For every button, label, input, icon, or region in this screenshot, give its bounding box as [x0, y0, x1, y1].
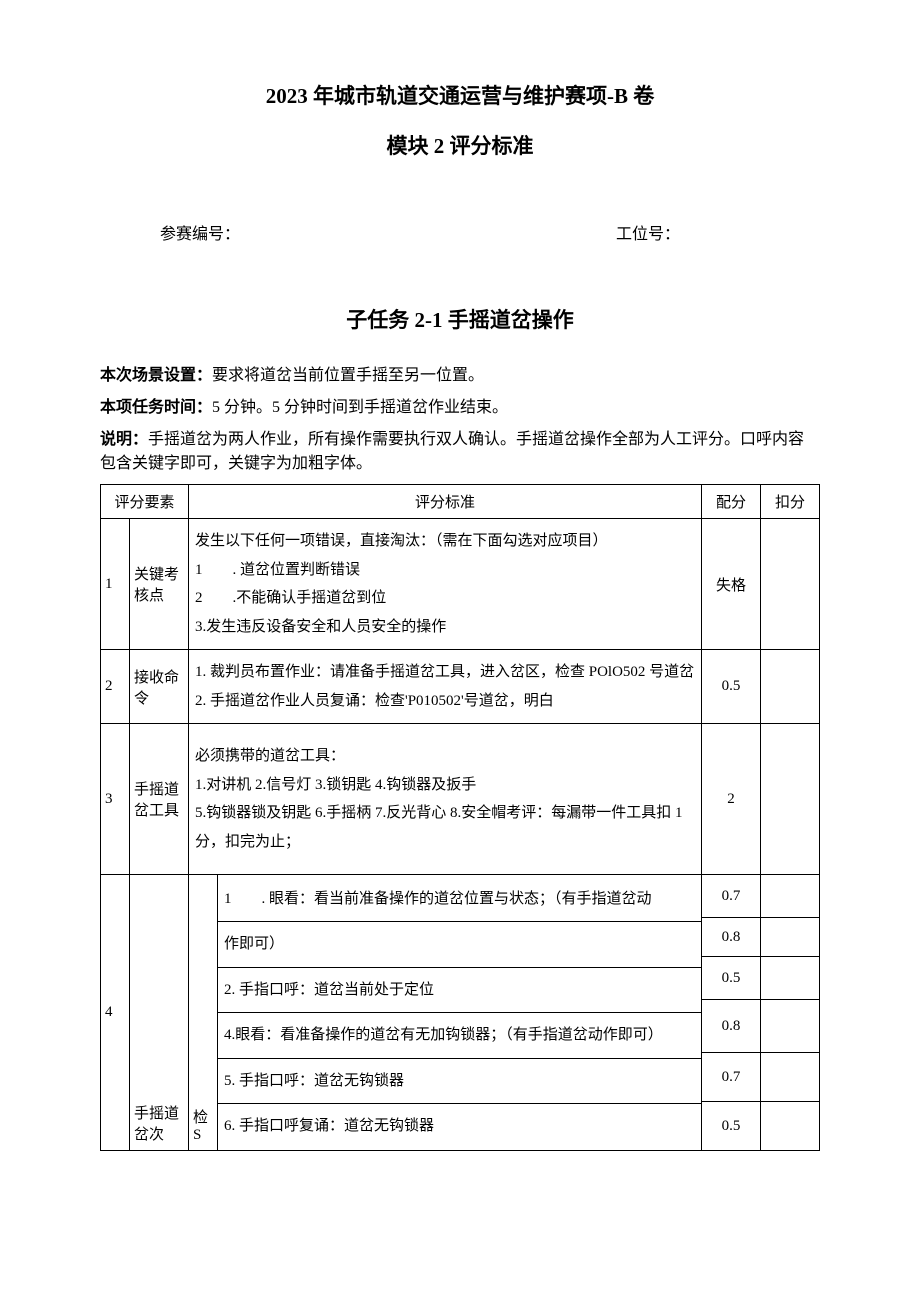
nested-deducts	[761, 875, 819, 1150]
nested-row: 0.8	[702, 918, 760, 957]
nested-row	[761, 1102, 819, 1151]
nested-row: 1 . 眼看：看当前准备操作的道岔位置与状态；（有手指道岔动	[218, 877, 701, 922]
nested-row: 6. 手指口呼复诵：道岔无钩锁器	[218, 1104, 701, 1149]
item-text: 5. 手指口呼：道岔无钩锁器	[218, 1058, 701, 1104]
table-header: 评分要素 评分标准 配分 扣分	[101, 485, 820, 519]
entry-number-label: 参赛编号：	[160, 220, 616, 244]
item-score: 0.7	[702, 875, 760, 918]
item-text: 2. 手指口呼：道岔当前处于定位	[218, 967, 701, 1013]
row-deduct	[761, 650, 820, 724]
row-score: 失格	[702, 519, 761, 650]
scoring-table: 评分要素 评分标准 配分 扣分 1 关键考核点 发生以下任何一项错误，直接淘汰：…	[100, 484, 820, 1151]
nested-scores: 0.7 0.8 0.5 0.8 0.7 0.5	[702, 875, 760, 1150]
item-text: 4.眼看：看准备操作的道岔有无加钩锁器；（有手指道岔动作即可）	[218, 1013, 701, 1059]
nested-items: 1 . 眼看：看当前准备操作的道岔位置与状态；（有手指道岔动 作即可） 2. 手…	[218, 877, 701, 1149]
row-num: 4	[101, 875, 130, 1151]
doc-title-1: 2023 年城市轨道交通运营与维护赛项-B 卷	[100, 80, 820, 110]
item-score: 0.8	[702, 1000, 760, 1053]
row-elem: 手摇道岔次	[130, 875, 189, 1151]
item-deduct	[761, 875, 819, 918]
row-score: 0.5	[702, 650, 761, 724]
nested-row	[761, 875, 819, 918]
intro-time: 本项任务时间：5 分钟。5 分钟时间到手摇道岔作业结束。	[100, 396, 820, 420]
nested-row: 0.5	[702, 1102, 760, 1151]
row-num: 1	[101, 519, 130, 650]
row-criteria: 1. 裁判员布置作业：请准备手摇道岔工具，进入岔区，检查 POlO502 号道岔…	[189, 650, 702, 724]
item-deduct	[761, 1000, 819, 1053]
row-sub: 检S	[189, 875, 218, 1151]
row-score: 2	[702, 724, 761, 875]
item-score: 0.5	[702, 957, 760, 1000]
table-row: 1 关键考核点 发生以下任何一项错误，直接淘汰：（需在下面勾选对应项目） 1 .…	[101, 519, 820, 650]
doc-title-2: 模块 2 评分标准	[100, 130, 820, 160]
scene-text: 要求将道岔当前位置手摇至另一位置。	[212, 367, 484, 384]
time-label: 本项任务时间：	[100, 399, 212, 416]
intro-scene: 本次场景设置：要求将道岔当前位置手摇至另一位置。	[100, 364, 820, 388]
item-deduct	[761, 918, 819, 957]
item-deduct	[761, 1102, 819, 1151]
intro-note: 说明：手摇道岔为两人作业，所有操作需要执行双人确认。手摇道岔操作全部为人工评分。…	[100, 428, 820, 476]
item-text: 6. 手指口呼复诵：道岔无钩锁器	[218, 1104, 701, 1149]
station-number-label: 工位号：	[616, 220, 680, 244]
nested-row: 5. 手指口呼：道岔无钩锁器	[218, 1058, 701, 1104]
row-num: 3	[101, 724, 130, 875]
note-label: 说明：	[100, 431, 148, 448]
nested-row: 作即可）	[218, 922, 701, 968]
scene-label: 本次场景设置：	[100, 367, 212, 384]
table-row: 3 手摇道岔工具 必须携带的道岔工具： 1.对讲机 2.信号灯 3.锁钥匙 4.…	[101, 724, 820, 875]
item-score: 0.8	[702, 918, 760, 957]
nested-row	[761, 918, 819, 957]
nested-row: 0.7	[702, 875, 760, 918]
nested-row: 0.5	[702, 957, 760, 1000]
row-deduct	[761, 519, 820, 650]
item-text: 作即可）	[218, 922, 701, 968]
row-elem: 手摇道岔工具	[130, 724, 189, 875]
nested-row	[761, 957, 819, 1000]
item-text: 1 . 眼看：看当前准备操作的道岔位置与状态；（有手指道岔动	[218, 877, 701, 922]
row-elem: 关键考核点	[130, 519, 189, 650]
nested-row	[761, 1053, 819, 1102]
header-element: 评分要素	[101, 485, 189, 519]
header-deduct: 扣分	[761, 485, 820, 519]
subtask-title: 子任务 2-1 手摇道岔操作	[100, 304, 820, 334]
item-deduct	[761, 957, 819, 1000]
item-deduct	[761, 1053, 819, 1102]
table-row: 4 手摇道岔次 检S 1 . 眼看：看当前准备操作的道岔位置与状态；（有手指道岔…	[101, 875, 820, 1151]
nested-row: 0.8	[702, 1000, 760, 1053]
row-criteria: 必须携带的道岔工具： 1.对讲机 2.信号灯 3.锁钥匙 4.钩锁器及扳手 5.…	[189, 724, 702, 875]
item-score: 0.7	[702, 1053, 760, 1102]
row-num: 2	[101, 650, 130, 724]
nested-row: 4.眼看：看准备操作的道岔有无加钩锁器；（有手指道岔动作即可）	[218, 1013, 701, 1059]
note-text: 手摇道岔为两人作业，所有操作需要执行双人确认。手摇道岔操作全部为人工评分。口呼内…	[100, 431, 804, 472]
row-elem: 接收命令	[130, 650, 189, 724]
item-score: 0.5	[702, 1102, 760, 1151]
nested-row: 2. 手指口呼：道岔当前处于定位	[218, 967, 701, 1013]
row-deduct	[761, 724, 820, 875]
row-criteria: 发生以下任何一项错误，直接淘汰：（需在下面勾选对应项目） 1 . 道岔位置判断错…	[189, 519, 702, 650]
header-criteria: 评分标准	[189, 485, 702, 519]
meta-row: 参赛编号： 工位号：	[100, 220, 820, 244]
header-score: 配分	[702, 485, 761, 519]
table-row: 2 接收命令 1. 裁判员布置作业：请准备手摇道岔工具，进入岔区，检查 POlO…	[101, 650, 820, 724]
nested-row: 0.7	[702, 1053, 760, 1102]
nested-row	[761, 1000, 819, 1053]
time-text: 5 分钟。5 分钟时间到手摇道岔作业结束。	[212, 399, 508, 416]
